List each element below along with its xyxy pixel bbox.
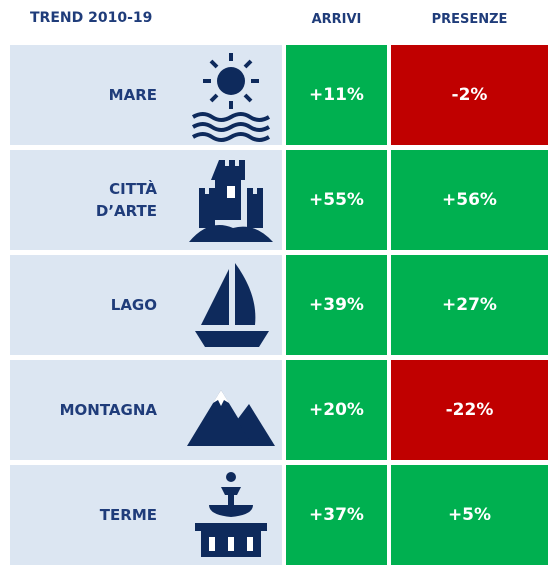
column-header: PRESENZE xyxy=(431,12,508,27)
value-cell: +56% xyxy=(391,150,548,250)
value-cell: +37% xyxy=(286,465,387,565)
row-label: CITTÀ D’ARTE xyxy=(95,180,157,220)
column-header: ARRIVI xyxy=(311,12,362,27)
value-cell: -2% xyxy=(391,45,548,145)
row-label: LAGO xyxy=(110,296,157,314)
value-cell: +11% xyxy=(286,45,387,145)
row-label: MARE xyxy=(108,86,157,104)
value-cell: +39% xyxy=(286,255,387,355)
row-label: MONTAGNA xyxy=(59,401,157,419)
castle-icon xyxy=(181,150,281,250)
fountain-icon xyxy=(181,465,281,565)
value-cell: -22% xyxy=(391,360,548,460)
sailboat-icon xyxy=(181,255,281,355)
row-label-cell: MARE xyxy=(10,45,282,145)
value-cell: +27% xyxy=(391,255,548,355)
mountain-icon xyxy=(181,360,281,460)
title: TREND 2010-19 xyxy=(30,10,153,26)
row-label: TERME xyxy=(99,506,157,524)
value-cell: +5% xyxy=(391,465,548,565)
sea-icon xyxy=(181,45,281,145)
value-cell: +20% xyxy=(286,360,387,460)
value-cell: +55% xyxy=(286,150,387,250)
